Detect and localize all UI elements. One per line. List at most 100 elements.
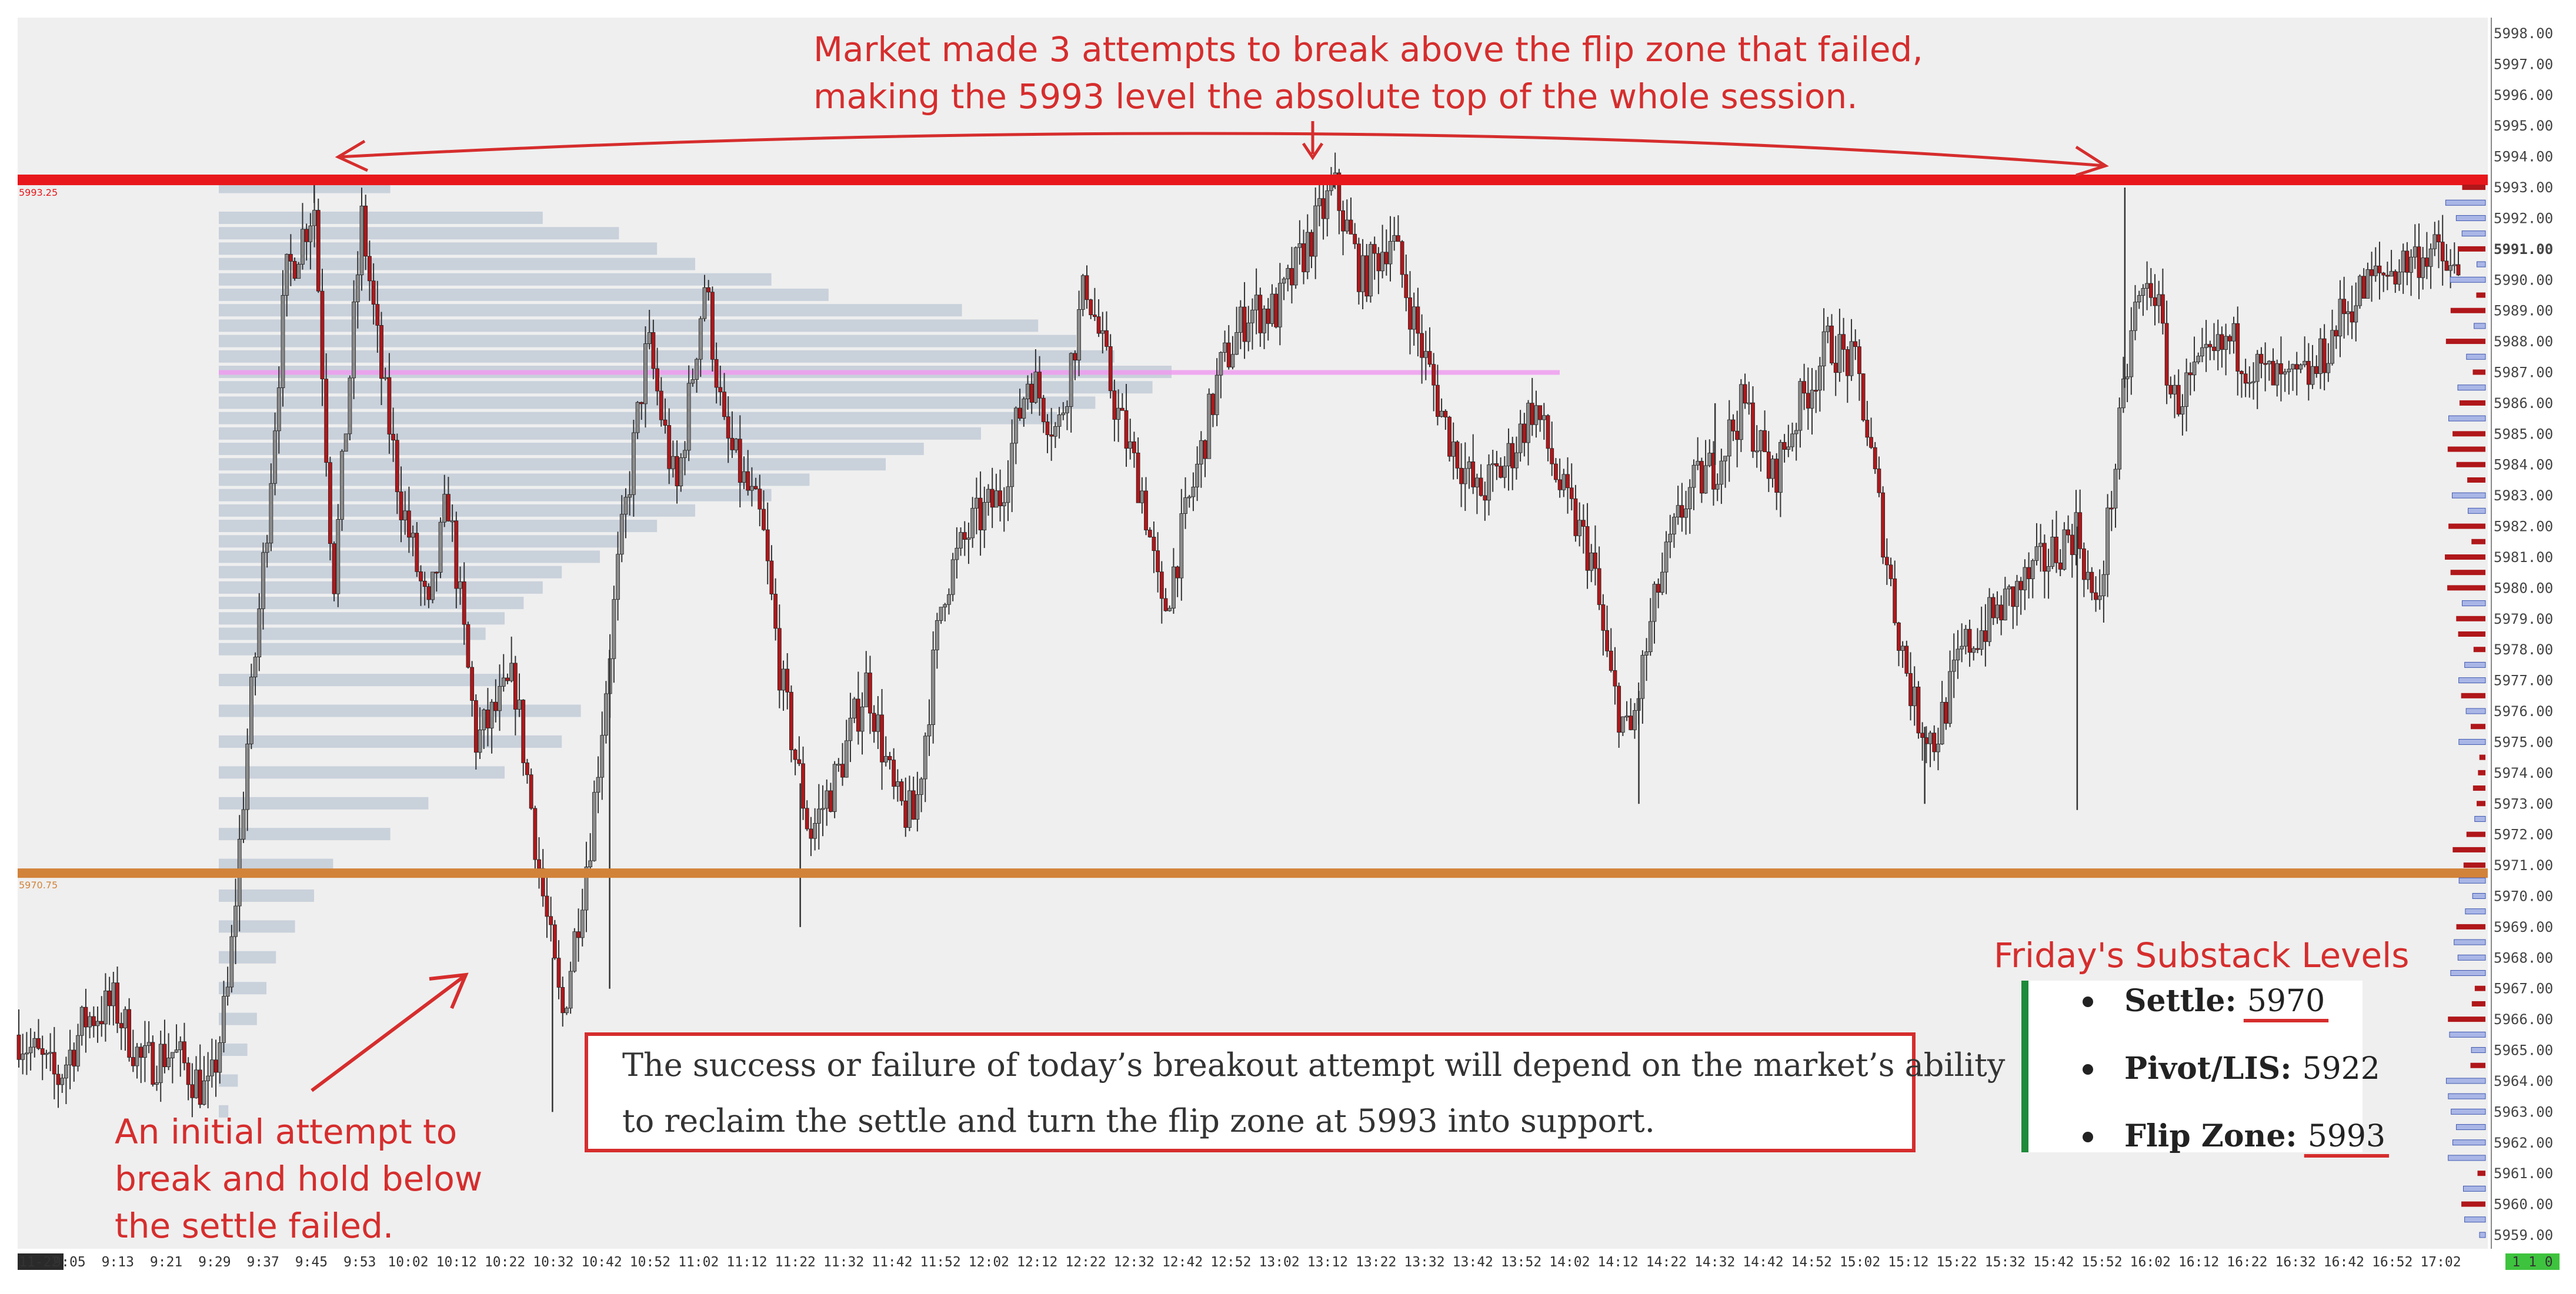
candle-body [387,377,392,434]
candle-body [1277,283,1282,327]
candle-body [1841,334,1846,350]
ladder-bar [2454,939,2486,945]
x-axis-first-label: 11-22 [19,1255,59,1270]
candle-body [249,677,253,744]
candle-body [943,604,947,608]
ladder-bar [2448,1155,2486,1161]
candle-body [426,586,431,600]
candle-body [702,287,707,319]
candle-body [1960,646,1964,650]
profile-bar [219,458,886,471]
candle-body [336,519,341,594]
y-tick-label: 5988.00 [2494,333,2553,350]
y-tick-label: 5989.00 [2494,303,2553,319]
candle-body [1006,486,1010,503]
y-tick-label: 5990.00 [2494,272,2553,288]
candle-body [407,510,411,538]
candle-body [623,497,628,515]
x-tick-label: 14:02 [1549,1255,1590,1270]
candle-body [269,483,273,544]
candle-body [1696,461,1700,466]
ladder-bar [2477,801,2485,807]
candle-body [241,809,246,840]
candle-body [1230,354,1235,367]
ladder-bar [2471,1001,2485,1007]
candle-body [1172,566,1176,608]
candle-body [2247,382,2252,384]
x-tick-label: 16:42 [2324,1255,2364,1270]
legend-item-value: 5993 [2308,1119,2385,1154]
candle-body [1644,651,1649,656]
ladder-bar [2464,661,2486,668]
candle-body [1660,571,1664,593]
ladder-bar [2473,647,2485,653]
candle-body [107,990,112,1007]
candle-body [1282,278,1286,284]
candle-body [714,359,719,388]
candle-body [1447,417,1451,457]
candle-body [403,510,408,520]
candle-body [1065,406,1069,413]
candle-body [482,710,486,730]
candle-body [1302,243,1306,272]
y-tick-label: 5965.00 [2494,1042,2553,1059]
candle-body [368,256,372,282]
ladder-bar [2474,815,2486,822]
candle-body [218,1042,222,1073]
bottom-left-line2: break and hold below [115,1159,482,1199]
candle-body [805,808,809,830]
profile-bar [219,627,486,640]
ladder-bar [2456,616,2485,621]
ladder-bar [2452,431,2485,437]
substack-levels-title: Friday's Substack Levels [1994,935,2410,975]
candle-body [2050,536,2055,567]
y-tick-label: 5971.00 [2494,857,2553,874]
candle-body [359,205,364,275]
candle-body [1112,390,1117,420]
candle-body [1384,252,1389,265]
candle-body [683,450,687,458]
candle-body [1987,597,1991,642]
candle-body [1597,568,1601,605]
candle-body [2409,256,2413,273]
candle-body [1360,255,1365,292]
candle-body [265,543,269,553]
profile-bar [219,920,295,933]
candle-body [415,533,419,572]
candle-body [813,823,817,839]
candle-body [48,1052,53,1054]
candle-body [198,1069,202,1105]
candle-body [1877,469,1881,493]
candle-body [1404,274,1409,298]
legend-bullet [2083,1132,2093,1142]
candle-body [442,494,447,523]
x-tick-label: 10:12 [436,1255,477,1270]
y-tick-label: 5972.00 [2494,827,2553,843]
candle-body [1739,384,1743,440]
ladder-bar [2466,831,2485,837]
candle-body [1818,366,1822,391]
candle-body [1128,441,1133,449]
candle-body [498,686,502,711]
candle-body [1633,710,1637,730]
candle-body [348,377,352,434]
candle-body [64,1064,68,1079]
candle-body [324,379,329,463]
candle-body [852,698,857,718]
candle-body [2200,347,2204,357]
candle-body [844,740,849,778]
ladder-bar [2457,954,2486,961]
candle-body [1908,673,1913,706]
candle-body [1238,306,1243,333]
ladder-bar [2466,353,2486,360]
candle-body [856,698,860,732]
candle-body [1510,443,1515,469]
candle-body [95,1021,100,1026]
candle-body [2038,543,2043,547]
candle-body [809,828,813,839]
ladder-bar [2461,693,2485,698]
candle-body [2424,258,2429,267]
candle-body [1026,383,1030,399]
candle-body [2145,283,2150,289]
ladder-bar [2464,1216,2486,1223]
